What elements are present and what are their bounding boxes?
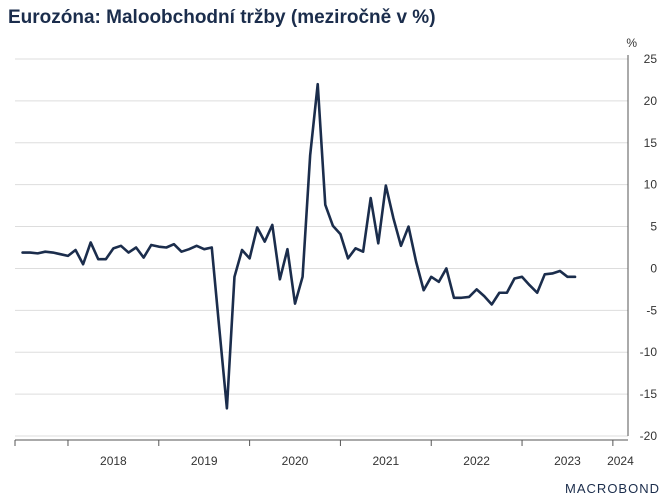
- x-tick-label: 2024: [607, 454, 634, 468]
- y-tick-label: 10: [644, 178, 658, 192]
- y-tick-label: -5: [646, 303, 657, 317]
- y-tick-label: -10: [640, 345, 658, 359]
- series-layer: [21, 82, 577, 410]
- y-tick-label: 20: [644, 94, 658, 108]
- axis-layer: 25 20 15 10 5 0 -5 -10 -15 -20% 2018 2019 2020 2021 20…: [14, 36, 658, 468]
- y-tick-label: 25: [644, 52, 658, 66]
- x-tick-label: 2020: [282, 454, 309, 468]
- x-tick-label: 2019: [191, 454, 218, 468]
- x-tick-label: 2021: [372, 454, 399, 468]
- x-tick-label: 2018: [100, 454, 127, 468]
- chart-title: Eurozóna: Maloobchodní tržby (meziročně …: [8, 7, 436, 28]
- grid-layer: [15, 58, 628, 437]
- y-tick-label: -20: [640, 429, 658, 443]
- y-tick-label: 15: [644, 136, 658, 150]
- y-tick-label: 0: [650, 261, 657, 275]
- series-line: [21, 82, 577, 410]
- y-tick-label: -15: [640, 387, 658, 401]
- y-tick-label: 5: [650, 220, 657, 234]
- macrobond-logo: MACROBOND: [565, 481, 660, 496]
- x-tick-label: 2022: [463, 454, 490, 468]
- x-tick-label: 2023: [554, 454, 581, 468]
- y-unit-label: %: [626, 36, 637, 50]
